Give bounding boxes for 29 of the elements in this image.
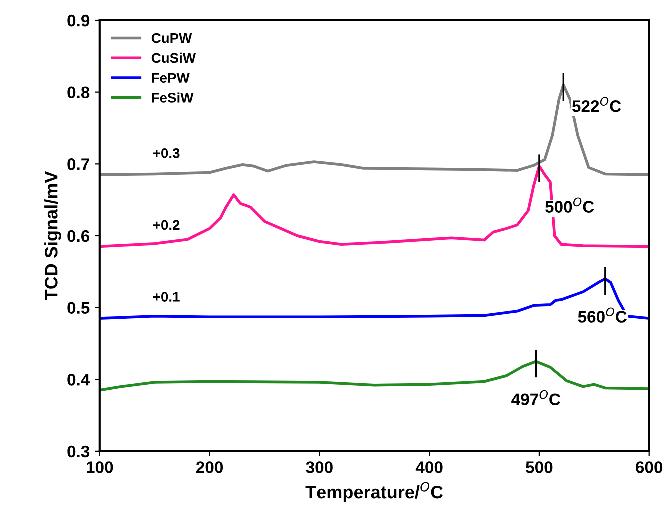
y-tick-label: 0.4 — [68, 374, 90, 386]
y-axis-title: TCD Signal/mV — [44, 171, 62, 300]
line-series — [100, 164, 650, 248]
annotation: 497$^{O}$C — [512, 390, 561, 406]
annotation: 500$^{O}$C — [546, 198, 594, 213]
legend-label: CuPW — [152, 33, 192, 44]
y-tick-label: 0.5 — [68, 302, 90, 314]
legend-label: CuSiW — [152, 52, 196, 64]
line-series — [100, 360, 650, 392]
y-tick-label: 0.9 — [68, 14, 90, 27]
x-tick-label: 500 — [526, 462, 553, 474]
x-tick-label: 200 — [196, 462, 224, 474]
annotation: 522$^{O}$C — [572, 97, 622, 112]
annotation: +0.2 — [153, 220, 180, 230]
annotation: +0.1 — [153, 292, 180, 302]
y-tick-label: 0.8 — [68, 86, 90, 99]
legend-label: FeSiW — [152, 92, 194, 103]
x-tick-label: 400 — [416, 462, 443, 474]
x-tick-label: 300 — [306, 462, 333, 474]
x-axis-title: Temperature/$^{O}$C — [306, 482, 444, 502]
x-tick-label: 100 — [87, 462, 114, 474]
y-tick-label: 0.3 — [68, 446, 90, 458]
line-series — [100, 84, 650, 176]
x-tick-label: 600 — [636, 462, 663, 474]
y-tick-label: 0.7 — [68, 158, 90, 170]
legend-label: FePW — [152, 73, 190, 84]
y-tick-label: 0.6 — [68, 230, 90, 242]
annotation: 560$^{O}$C — [578, 308, 627, 323]
annotation: +0.3 — [153, 148, 180, 158]
